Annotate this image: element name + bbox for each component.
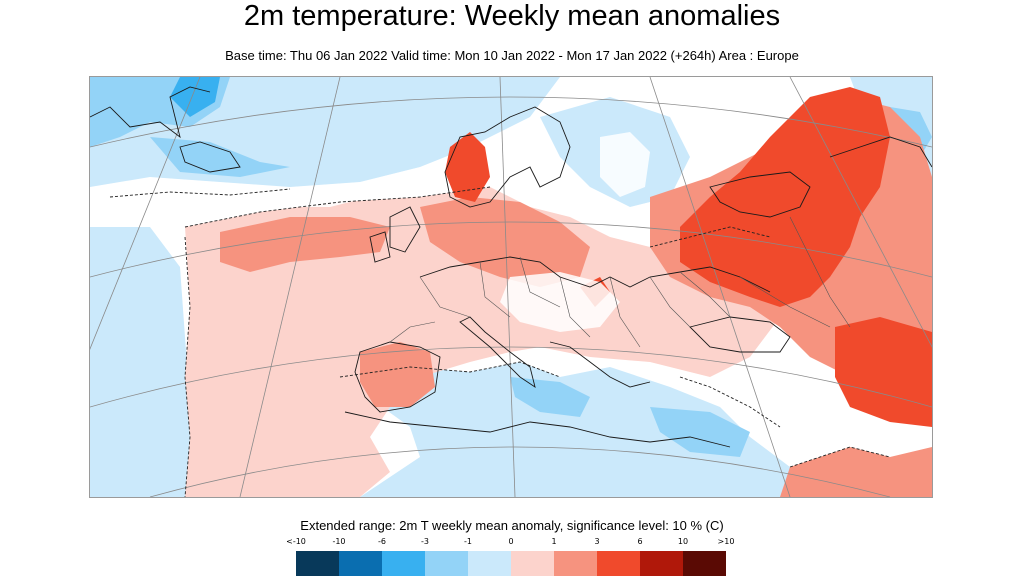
anomaly-map-canvas bbox=[90, 77, 932, 497]
legend-tick-labels: <-10 -10 -6 -3 -1 0 1 3 6 10 >10 bbox=[286, 537, 734, 549]
anomaly-moderate-warm-africa bbox=[780, 447, 932, 497]
anomaly-moderate-warm-central-europe bbox=[420, 197, 590, 287]
legend-color-swatch bbox=[339, 551, 382, 576]
anomaly-warm-atlantic-europe bbox=[185, 187, 790, 497]
anomaly-map bbox=[89, 76, 933, 498]
country-borders bbox=[389, 216, 851, 348]
anomaly-cold-east-med bbox=[650, 407, 750, 457]
anomaly-moderate-warm-atlantic bbox=[220, 217, 390, 272]
anomaly-moderate-warm-iberia bbox=[360, 342, 435, 407]
legend-color-swatch bbox=[597, 551, 640, 576]
nonsignificant-north-atlantic-strip bbox=[110, 182, 390, 207]
nonsignificant-baltic-rim bbox=[600, 132, 650, 197]
anomaly-strong-warm-norway bbox=[445, 132, 490, 202]
chart-subtitle: Base time: Thu 06 Jan 2022 Valid time: M… bbox=[225, 48, 799, 63]
legend-label: -3 bbox=[421, 537, 429, 546]
legend-color-swatch bbox=[640, 551, 683, 576]
legend-color-swatch bbox=[425, 551, 468, 576]
coastlines bbox=[90, 86, 932, 448]
legend-label: >10 bbox=[717, 537, 735, 546]
legend-color-swatch bbox=[296, 551, 339, 576]
legend-label: 6 bbox=[637, 537, 643, 546]
anomaly-cool-west-atlantic bbox=[90, 227, 210, 497]
graticule bbox=[90, 77, 932, 497]
legend-color-swatch bbox=[554, 551, 597, 576]
anomaly-cool-mediterranean bbox=[340, 362, 810, 497]
anomaly-strong-warm-kazakhstan bbox=[835, 317, 932, 427]
significance-contours bbox=[109, 186, 891, 497]
legend-color-swatch bbox=[511, 551, 554, 576]
legend-label: 10 bbox=[677, 537, 689, 546]
legend-title: Extended range: 2m T weekly mean anomaly… bbox=[300, 518, 724, 533]
legend-label: -6 bbox=[378, 537, 386, 546]
chart-title: 2m temperature: Weekly mean anomalies bbox=[243, 0, 781, 32]
legend-label: 1 bbox=[551, 537, 557, 546]
anomaly-very-cold-greenland bbox=[170, 77, 220, 117]
legend-label: -10 bbox=[332, 537, 346, 546]
legend-color-swatch bbox=[468, 551, 511, 576]
legend-colorbar bbox=[296, 551, 726, 576]
legend-label: -1 bbox=[464, 537, 472, 546]
anomaly-cold-central-med bbox=[510, 377, 590, 417]
legend-label: 0 bbox=[508, 537, 514, 546]
anomaly-cold-iceland bbox=[150, 137, 290, 177]
legend-color-swatch bbox=[382, 551, 425, 576]
legend-label: 3 bbox=[594, 537, 600, 546]
legend-color-swatch bbox=[683, 551, 726, 576]
legend-label: <-10 bbox=[286, 537, 306, 546]
anomaly-strong-warm-russia bbox=[680, 87, 890, 307]
